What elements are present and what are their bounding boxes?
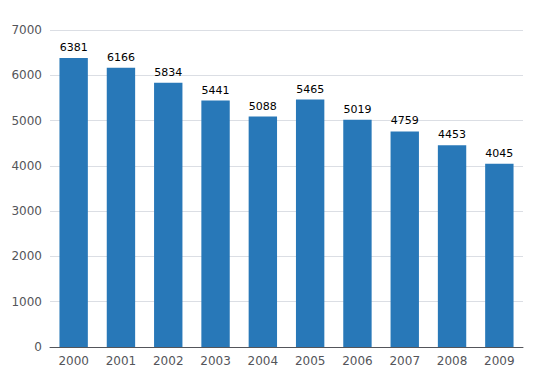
svg-text:3000: 3000 <box>11 204 42 218</box>
svg-text:6000: 6000 <box>11 68 42 82</box>
svg-text:5441: 5441 <box>202 84 230 97</box>
svg-text:4453: 4453 <box>438 128 466 141</box>
svg-text:1000: 1000 <box>11 295 42 309</box>
svg-text:6166: 6166 <box>107 51 135 64</box>
svg-text:6381: 6381 <box>60 41 88 54</box>
svg-text:5088: 5088 <box>249 100 277 113</box>
svg-text:2006: 2006 <box>342 354 373 368</box>
svg-text:2008: 2008 <box>437 354 468 368</box>
svg-text:0: 0 <box>34 340 42 354</box>
svg-text:2000: 2000 <box>11 249 42 263</box>
svg-text:5000: 5000 <box>11 114 42 128</box>
svg-text:2001: 2001 <box>106 354 137 368</box>
svg-text:4000: 4000 <box>11 159 42 173</box>
svg-text:4045: 4045 <box>485 147 513 160</box>
svg-text:7000: 7000 <box>11 23 42 37</box>
svg-text:4759: 4759 <box>391 114 419 127</box>
svg-text:2005: 2005 <box>295 354 326 368</box>
svg-text:5465: 5465 <box>296 83 324 96</box>
svg-text:2004: 2004 <box>248 354 279 368</box>
svg-text:2002: 2002 <box>153 354 184 368</box>
svg-text:2000: 2000 <box>58 354 89 368</box>
svg-text:2003: 2003 <box>200 354 231 368</box>
svg-text:5019: 5019 <box>343 103 371 116</box>
svg-text:5834: 5834 <box>154 66 182 79</box>
svg-text:2007: 2007 <box>389 354 420 368</box>
svg-text:2009: 2009 <box>484 354 515 368</box>
